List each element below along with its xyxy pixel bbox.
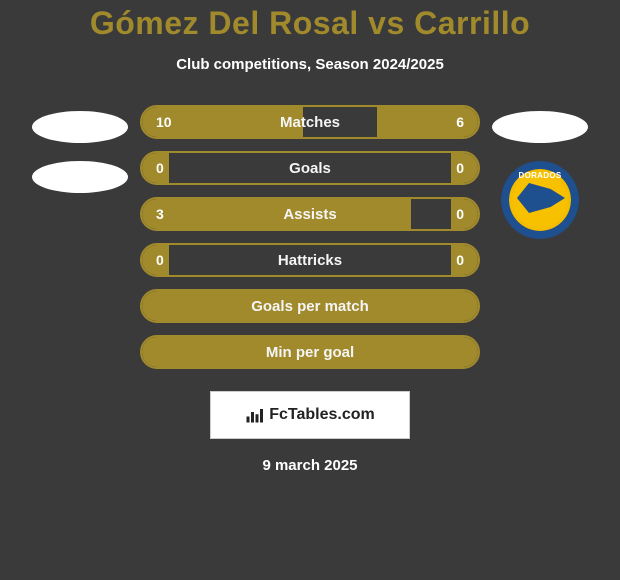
stat-label: Assists: [283, 206, 336, 223]
stat-label: Goals per match: [251, 298, 369, 315]
footer-date: 9 march 2025: [262, 457, 357, 474]
main-area: 10 6 Matches 0 0 Goals 3 0 Assists 0 0 Hattricks Goa…: [0, 105, 620, 369]
stat-value-right: 0: [456, 160, 464, 176]
brand-text: FcTables.com: [269, 406, 375, 424]
stat-value-left: 3: [156, 206, 164, 222]
stat-value-right: 0: [456, 206, 464, 222]
stat-label: Goals: [289, 160, 331, 177]
page-title: Gómez Del Rosal vs Carrillo: [90, 5, 530, 42]
comparison-card: Gómez Del Rosal vs Carrillo Club competi…: [0, 0, 620, 580]
stat-value-right: 6: [456, 114, 464, 130]
left-player-photo-placeholder-1: [32, 111, 128, 143]
logo-text: DORADOS: [519, 171, 562, 180]
brand-chart-icon: [245, 406, 263, 424]
stat-row-goals: 0 0 Goals: [140, 151, 480, 185]
stat-label: Matches: [280, 114, 340, 131]
stat-fill-right: [451, 153, 478, 183]
stat-label: Min per goal: [266, 344, 354, 361]
left-player-col: [20, 105, 140, 193]
right-player-col: DORADOS: [480, 105, 600, 239]
stat-row-matches: 10 6 Matches: [140, 105, 480, 139]
page-subtitle: Club competitions, Season 2024/2025: [176, 56, 444, 73]
stat-fill-right: [451, 245, 478, 275]
stat-fill-right: [451, 199, 478, 229]
stats-column: 10 6 Matches 0 0 Goals 3 0 Assists 0 0 Hattricks Goa…: [140, 105, 480, 369]
stat-fill-left: [142, 199, 411, 229]
right-team-logo: DORADOS: [501, 161, 579, 239]
stat-value-left: 0: [156, 160, 164, 176]
stat-value-left: 0: [156, 252, 164, 268]
stat-value-left: 10: [156, 114, 172, 130]
stat-label: Hattricks: [278, 252, 342, 269]
stat-row-goals-per-match: Goals per match: [140, 289, 480, 323]
stat-row-hattricks: 0 0 Hattricks: [140, 243, 480, 277]
right-player-photo-placeholder: [492, 111, 588, 143]
stat-row-assists: 3 0 Assists: [140, 197, 480, 231]
stat-row-min-per-goal: Min per goal: [140, 335, 480, 369]
stat-value-right: 0: [456, 252, 464, 268]
left-team-logo-placeholder: [32, 161, 128, 193]
brand-watermark[interactable]: FcTables.com: [210, 391, 410, 439]
